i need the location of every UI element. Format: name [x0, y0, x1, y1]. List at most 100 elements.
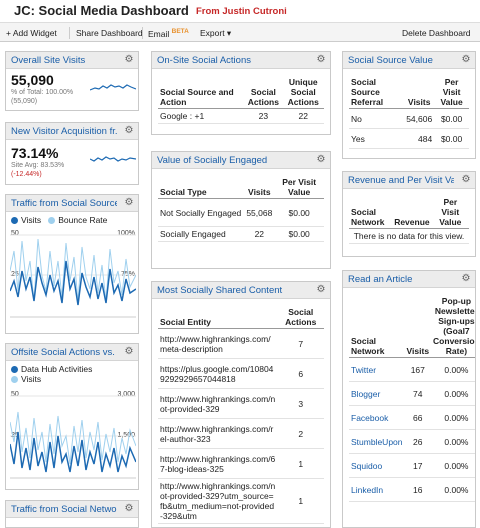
table-cell: 0.00%	[431, 477, 475, 502]
data-table: Social Source and Action Social Actions …	[158, 76, 324, 124]
column-header[interactable]: Social Network	[349, 295, 405, 358]
network-link[interactable]: LinkedIn	[349, 477, 405, 502]
gear-icon[interactable]: ⚙	[461, 273, 471, 284]
metric-percent: % of Total: 100.00%	[11, 89, 74, 96]
gear-icon[interactable]: ⚙	[124, 346, 134, 357]
network-link[interactable]: Squidoo	[349, 453, 405, 478]
site-average: Site Avg: 83.53%	[11, 162, 65, 169]
widget-header: Overall Site Visits ⚙	[6, 52, 138, 69]
table-row: Socially Engaged 22 $0.00	[158, 226, 324, 242]
legend-swatch-visits	[11, 217, 18, 224]
table-cell: No	[349, 108, 405, 129]
network-link[interactable]: Facebook	[349, 405, 405, 430]
traffic-social-sources-widget: Traffic from Social Sources ⚙ Visits Bou…	[5, 194, 139, 334]
widget-header: Value of Socially Engaged ⚙	[152, 152, 330, 169]
widget-title: On-Site Social Actions	[157, 55, 251, 66]
table-row: Facebook 66 0.00%	[349, 405, 475, 430]
gear-icon[interactable]: ⚙	[461, 54, 471, 65]
column-header[interactable]: Per Visit Value	[431, 196, 469, 229]
column-header[interactable]: Social Type	[158, 176, 245, 199]
table-cell: $0.00	[274, 226, 324, 242]
table-row: Yes 484 $0.00	[349, 128, 469, 149]
social-source-value-widget: Social Source Value ⚙ Social Source Refe…	[342, 51, 476, 159]
dashboard-subtitle: From Justin Cutroni	[196, 6, 287, 17]
column-header[interactable]: Unique Social Actions	[282, 76, 324, 109]
column-header[interactable]: Social Source Referral	[349, 76, 405, 109]
table-row: http://www.highrankings.com/not-provided…	[158, 478, 324, 524]
chart-legend: Visits Bounce Rate	[11, 215, 107, 225]
table-row: No 54,606 $0.00	[349, 108, 469, 129]
network-link[interactable]: Twitter	[349, 357, 405, 382]
table-cell: 6	[277, 358, 324, 389]
bounce-rate-series	[10, 238, 136, 302]
table-cell: 1	[277, 478, 324, 524]
widget-title: Traffic from Social Netwo...	[11, 504, 117, 515]
gear-icon[interactable]: ⚙	[316, 54, 326, 65]
table-cell: http://www.highrankings.com/not-provided…	[158, 388, 278, 419]
share-dashboard-button[interactable]: Share Dashboard	[76, 28, 143, 38]
y-axis-right-top: 3,000	[117, 391, 135, 398]
table-row: http://www.highrankings.com/67-blog-idea…	[158, 448, 324, 479]
data-table: Social Network Visits Pop-up Newsletter …	[349, 295, 475, 502]
metric-value: 73.14%	[11, 145, 59, 161]
table-cell: http://www.highrankings.com/rel-author-3…	[158, 418, 278, 449]
widget-header: On-Site Social Actions ⚙	[152, 52, 330, 69]
column-header[interactable]: Social Source and Action	[158, 76, 245, 109]
column-header[interactable]: Visits	[404, 76, 435, 109]
legend-hub: Data Hub Activities	[21, 364, 93, 374]
column-header[interactable]: Visits	[244, 176, 275, 199]
network-link[interactable]: Blogger	[349, 381, 405, 406]
table-cell: Yes	[349, 128, 405, 149]
new-visitor-widget: New Visitor Acquisition fr... ⚙ 73.14% S…	[5, 122, 139, 185]
column-header[interactable]: Per Visit Value	[434, 76, 469, 109]
column-header[interactable]: Visits	[404, 295, 432, 358]
network-link[interactable]: StumbleUpon	[349, 429, 405, 454]
table-cell: Google : +1	[158, 108, 245, 124]
legend-visits: Visits	[21, 215, 42, 225]
column-header[interactable]: Social Network	[349, 196, 393, 229]
table-cell: Not Socially Engaged	[158, 198, 245, 227]
table-cell: 2	[277, 418, 324, 449]
table-row: StumbleUpon 26 0.00%	[349, 429, 475, 454]
sparkline	[90, 84, 136, 91]
legend-visits: Visits	[21, 374, 42, 384]
table-row: Squidoo 17 0.00%	[349, 453, 475, 478]
beta-badge: BETA	[171, 28, 189, 35]
widget-header: Offsite Social Actions vs. ... ⚙	[6, 344, 138, 361]
value-socially-engaged-widget: Value of Socially Engaged ⚙ Social Type …	[151, 151, 331, 269]
toolbar-divider	[142, 27, 143, 39]
y-axis-right-top: 100%	[117, 230, 135, 237]
column-header[interactable]: Per Visit Value	[274, 176, 324, 199]
table-row: Blogger 74 0.00%	[349, 381, 475, 406]
column-header[interactable]: Revenue	[392, 196, 432, 229]
email-button[interactable]: Email BETA	[148, 28, 189, 39]
column-header[interactable]: Pop-up Newsletter Sign-ups (Goal7 Conver…	[431, 295, 475, 358]
table-cell: 0.00%	[431, 405, 475, 430]
export-menu-button[interactable]: Export ▾	[200, 28, 232, 38]
table-cell: http://www.highrankings.com/meta-descrip…	[158, 328, 278, 359]
delta-value: (-12.44%)	[11, 171, 42, 178]
gear-icon[interactable]: ⚙	[124, 197, 134, 208]
gear-icon[interactable]: ⚙	[461, 174, 471, 185]
column-header[interactable]: Social Entity	[158, 306, 278, 329]
onsite-social-actions-widget: On-Site Social Actions ⚙ Social Source a…	[151, 51, 331, 135]
table-cell: 0.00%	[431, 453, 475, 478]
table-cell: Socially Engaged	[158, 226, 245, 242]
column-header[interactable]: Social Actions	[277, 306, 324, 329]
gear-icon[interactable]: ⚙	[316, 284, 326, 295]
column-header[interactable]: Social Actions	[244, 76, 283, 109]
table-row: http://www.highrankings.com/rel-author-3…	[158, 418, 324, 449]
table-row: Twitter 167 0.00%	[349, 357, 475, 382]
gear-icon[interactable]: ⚙	[316, 154, 326, 165]
delete-dashboard-button[interactable]: Delete Dashboard	[402, 28, 471, 38]
add-widget-button[interactable]: + Add Widget	[6, 28, 57, 38]
widget-title: New Visitor Acquisition fr...	[11, 126, 117, 137]
toolbar: + Add Widget Share Dashboard Email BETA …	[0, 22, 480, 42]
visits-series	[10, 411, 136, 465]
table-cell: 66	[404, 405, 432, 430]
table-cell: 1	[277, 448, 324, 479]
table-cell: 484	[404, 128, 435, 149]
gear-icon[interactable]: ⚙	[124, 125, 134, 136]
gear-icon[interactable]: ⚙	[124, 503, 134, 514]
gear-icon[interactable]: ⚙	[124, 54, 134, 65]
